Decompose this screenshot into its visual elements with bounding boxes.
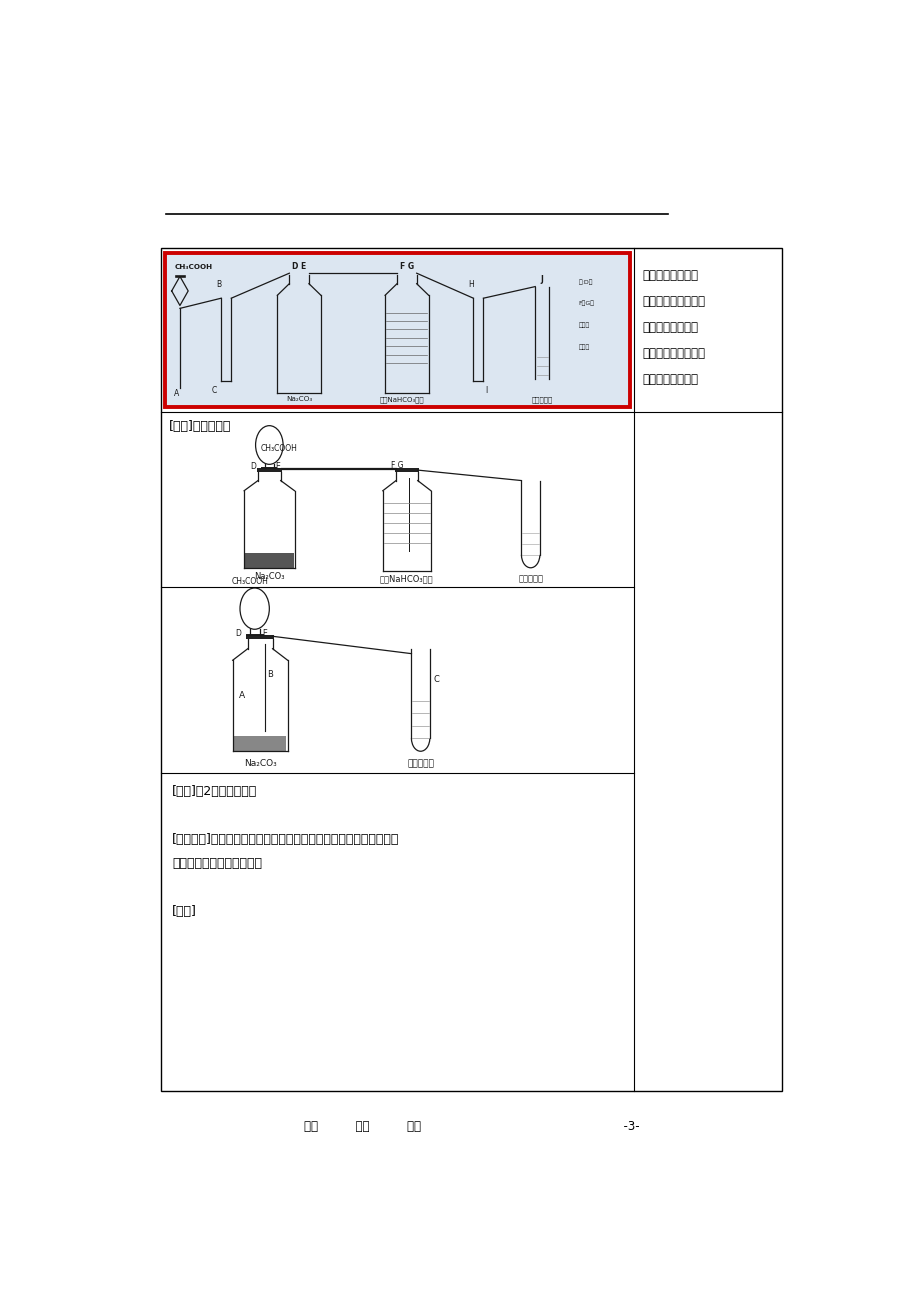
Text: D E: D E [291,262,306,271]
Text: B: B [267,669,272,678]
Text: 计的可行性，第二课: 计的可行性，第二课 [641,294,705,307]
Bar [246,634,274,639]
Text: F、G分: F、G分 [578,301,595,306]
Text: 收集并探讨实验设: 收集并探讨实验设 [641,268,698,281]
Bar [256,469,282,471]
Text: D: D [250,462,255,471]
Text: Na₂CO₃: Na₂CO₃ [286,396,312,402]
Text: J: J [540,275,543,284]
Bar [288,271,310,275]
Bar [394,469,419,471]
Text: [板书]（2）、酯化反应: [板书]（2）、酯化反应 [172,785,257,798]
Text: 饱和NaHCO₃溶液: 饱和NaHCO₃溶液 [380,574,433,583]
Text: E: E [262,629,267,638]
Text: 苯酚钠溶液: 苯酚钠溶液 [407,759,434,768]
Text: Na₂CO₃: Na₂CO₃ [244,759,277,768]
Text: 是双孔: 是双孔 [578,323,589,328]
Bar [161,249,781,1091]
Polygon shape [535,346,548,379]
Text: 用心          爱心          专心                                                      : 用心 爱心 专心 [303,1120,639,1133]
Text: I: I [484,385,487,395]
Text: A: A [239,691,245,700]
Text: 堂活动时间去实验: 堂活动时间去实验 [641,320,698,333]
Text: F G: F G [400,262,414,271]
Text: [学生实验]乙酸乙酯的制取：学生分三组做如下实验，实验结束后，: [学生实验]乙酸乙酯的制取：学生分三组做如下实验，实验结束后， [172,833,399,846]
Text: C: C [211,385,217,395]
Text: 相应的实验报告。: 相应的实验报告。 [641,372,698,385]
Text: 苯酚钠溶液: 苯酚钠溶液 [517,574,542,583]
Text: A: A [174,388,179,397]
Text: 室独立完成，并写出: 室独立完成，并写出 [641,346,705,359]
Text: F G: F G [391,461,403,470]
Text: [投影]实验方案：: [投影]实验方案： [168,421,231,432]
Bar [233,737,286,751]
Text: 塞上的: 塞上的 [578,345,589,350]
Bar [395,271,417,275]
Text: CH₃COOH: CH₃COOH [260,444,297,453]
Text: [投影]: [投影] [172,905,197,918]
Text: E: E [275,462,279,471]
Text: 苯酚钠溶液: 苯酚钠溶液 [531,396,552,404]
Text: 注:D、: 注:D、 [578,279,593,285]
Text: Na₂CO₃: Na₂CO₃ [254,573,284,582]
Text: D: D [235,629,241,638]
Text: H: H [468,280,474,289]
Text: CH₃COOH: CH₃COOH [232,577,268,586]
Bar [165,254,630,406]
Text: CH₃COOH: CH₃COOH [175,264,212,270]
Bar [244,553,293,568]
Bar [278,371,320,392]
Text: B: B [216,280,221,289]
Text: 饱和NaHCO₃溶液: 饱和NaHCO₃溶液 [380,396,425,404]
Text: C: C [433,674,439,684]
Text: 互相比较所获得产物的量。: 互相比较所获得产物的量。 [172,857,262,870]
